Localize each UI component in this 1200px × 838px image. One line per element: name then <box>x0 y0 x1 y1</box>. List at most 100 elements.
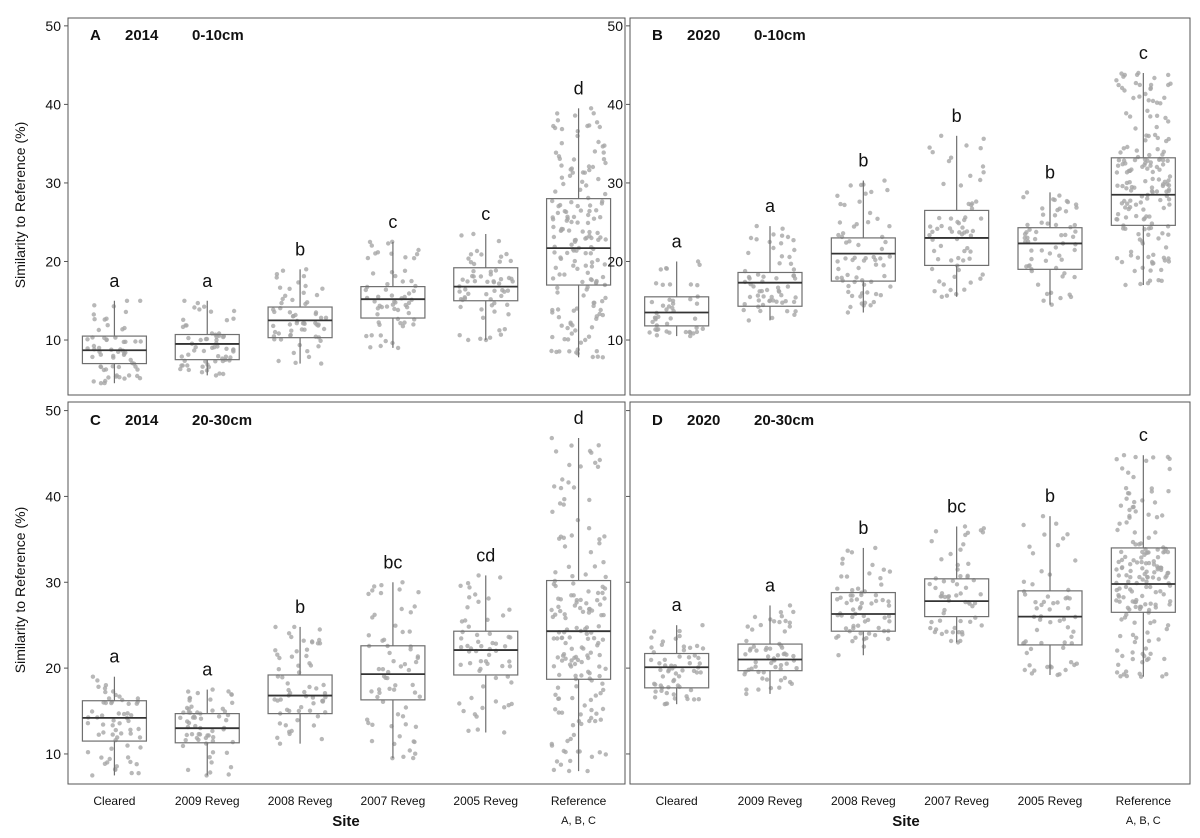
data-point <box>595 354 600 359</box>
data-point <box>471 231 476 237</box>
data-point <box>125 743 130 748</box>
data-point <box>778 610 784 615</box>
data-point <box>195 690 200 696</box>
data-point <box>181 317 186 322</box>
data-point <box>479 307 484 312</box>
data-point <box>485 661 490 666</box>
data-point <box>1043 258 1049 263</box>
data-point <box>193 345 198 350</box>
data-point <box>304 647 310 652</box>
data-point <box>95 678 100 683</box>
data-point <box>1132 185 1137 190</box>
data-point <box>1158 101 1163 106</box>
data-point <box>1131 558 1136 563</box>
data-point <box>276 358 281 364</box>
data-point <box>92 317 97 322</box>
significance-letter: c <box>1139 425 1148 445</box>
data-point <box>680 668 685 673</box>
data-point <box>581 646 586 651</box>
data-point <box>1146 232 1151 237</box>
data-point <box>859 600 864 606</box>
x-tick-label: 2007 Reveg <box>924 794 989 808</box>
data-point <box>859 592 864 598</box>
data-point <box>223 354 229 359</box>
data-point <box>319 361 324 366</box>
data-point <box>1027 544 1032 549</box>
data-point <box>178 715 183 720</box>
data-point <box>574 625 579 631</box>
data-point <box>1149 489 1155 494</box>
data-point <box>365 255 371 261</box>
data-point <box>557 272 562 277</box>
data-point <box>1065 606 1071 611</box>
data-point <box>275 698 280 703</box>
data-point <box>878 576 883 581</box>
data-point <box>1025 235 1030 240</box>
data-point <box>496 281 502 286</box>
data-point <box>578 464 583 469</box>
data-point <box>124 298 130 303</box>
data-point <box>596 139 601 145</box>
data-point <box>1150 176 1155 182</box>
data-point <box>882 615 887 620</box>
data-point <box>653 281 659 286</box>
data-point <box>463 287 468 292</box>
data-point <box>299 705 304 710</box>
data-point <box>1117 599 1122 604</box>
data-point <box>106 375 111 380</box>
data-point <box>1152 570 1157 575</box>
data-point <box>756 298 761 303</box>
data-point <box>198 337 203 343</box>
data-point <box>939 557 944 562</box>
data-point <box>561 502 566 507</box>
data-point <box>491 280 497 285</box>
data-point <box>1119 565 1125 571</box>
data-point <box>220 706 225 711</box>
data-point <box>99 713 105 718</box>
data-point <box>1143 602 1148 607</box>
data-point <box>578 597 583 603</box>
data-point <box>584 601 589 606</box>
data-point <box>377 322 382 327</box>
data-point <box>492 288 497 293</box>
data-point <box>414 252 420 257</box>
significance-letter: c <box>1139 43 1148 63</box>
data-point <box>964 143 969 148</box>
data-point <box>415 654 421 659</box>
data-point <box>875 216 880 221</box>
data-point <box>384 304 390 309</box>
data-point <box>128 357 133 363</box>
data-point <box>791 267 797 272</box>
data-point <box>107 756 112 762</box>
data-point <box>138 339 143 344</box>
data-point <box>378 343 383 349</box>
data-point <box>962 248 967 254</box>
data-point <box>671 692 676 697</box>
data-point <box>1139 559 1144 565</box>
data-point <box>767 646 773 651</box>
data-point <box>780 226 785 231</box>
data-point <box>603 160 608 166</box>
data-point <box>110 732 115 737</box>
data-point <box>865 290 870 295</box>
data-point <box>960 225 965 230</box>
data-point <box>569 646 574 651</box>
box-cleared: a <box>81 647 148 778</box>
data-point <box>479 644 484 649</box>
data-point <box>460 629 465 635</box>
data-point <box>886 614 892 619</box>
data-point <box>600 590 605 596</box>
data-point <box>1126 470 1131 475</box>
data-point <box>1138 200 1144 205</box>
data-point <box>1039 248 1045 253</box>
data-point <box>1143 138 1148 143</box>
data-point <box>1154 515 1160 520</box>
data-point <box>930 229 935 234</box>
data-point <box>1156 637 1161 642</box>
data-point <box>1063 667 1068 673</box>
data-point <box>598 235 603 240</box>
data-point <box>590 164 596 170</box>
data-point <box>283 293 288 298</box>
data-point <box>274 272 280 277</box>
data-point <box>224 750 230 755</box>
